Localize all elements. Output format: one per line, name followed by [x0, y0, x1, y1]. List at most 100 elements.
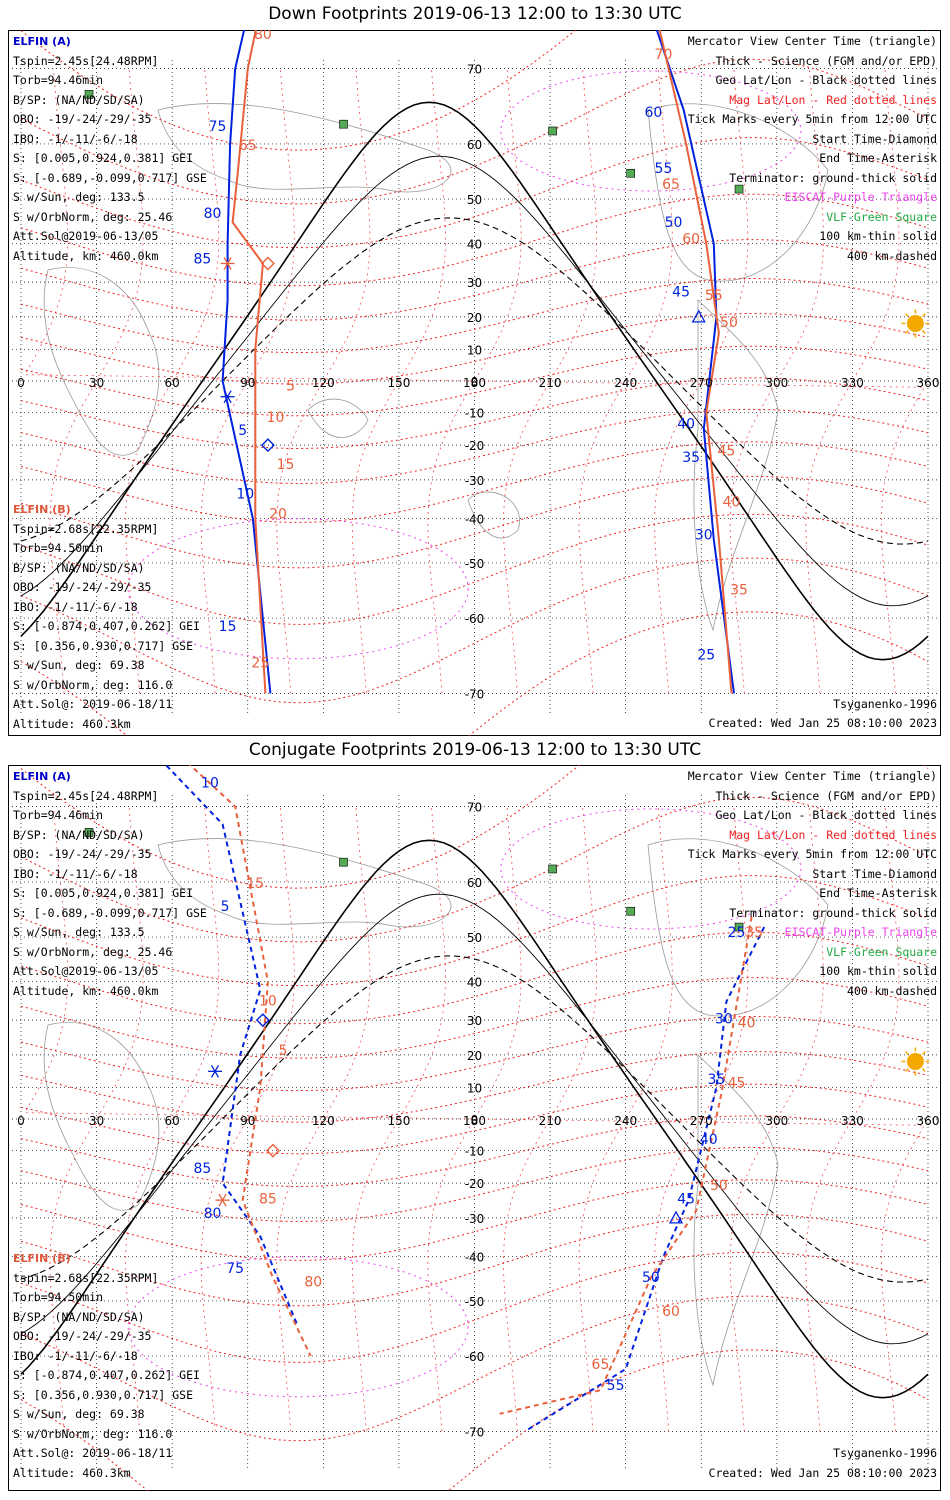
elfin-a-info-conjugate: ELFIN (A) Tspin=2.45s[24.48RPM] Torb=94.… [13, 767, 207, 1001]
elfin-a-header: ELFIN (A) [13, 770, 71, 783]
mag-lat-line [20, 377, 929, 450]
track-time-label: 10 [201, 775, 219, 791]
track-time-label: 65 [592, 1357, 610, 1373]
lon-tick-label: 180 [463, 376, 486, 390]
mag-lat-line [20, 875, 929, 987]
lat-tick-label: 10 [467, 343, 482, 357]
legend-item: 400 km-dashed [846, 248, 937, 263]
mag-lon-line [200, 68, 295, 694]
elfin-b-line: B/SP: (NA/ND/SD/SA) [13, 1309, 145, 1324]
mag-lat-line [20, 796, 929, 943]
elfin-a-line: S w/OrbNorm, deg: 25.46 [13, 944, 173, 959]
track-time-label: 10 [267, 410, 285, 426]
track-time-label: 40 [738, 1015, 756, 1031]
elfin-b-line: OBO: -19/-24/-29/-35 [13, 580, 152, 594]
elfin-b-track [499, 916, 753, 1415]
legend-item: 100 km-thin solid [819, 229, 937, 243]
sun-icon [906, 314, 924, 332]
lon-tick-label: 210 [539, 376, 562, 390]
track-time-label: 50 [720, 315, 738, 331]
mag-lon-line [49, 806, 144, 1432]
start-diamond-icon [255, 1013, 270, 1028]
elfin-b-line: B/SP: (NA/ND/SD/SA) [13, 560, 145, 575]
lat-tick-label: 30 [467, 1014, 482, 1028]
vlf-station-icon [84, 90, 94, 99]
mag-lat-line [20, 58, 929, 205]
elfin-b-line: S: [0.356,0.930,0.717] GSE [13, 1387, 194, 1402]
lat-tick-label: -40 [465, 1250, 485, 1264]
elfin-a-header: ELFIN (A) [13, 35, 71, 48]
lat-tick-label: -70 [465, 687, 485, 701]
lat-tick-label: -30 [465, 1212, 485, 1226]
lon-tick-label: 360 [917, 376, 940, 390]
track-time-label: 55 [705, 288, 723, 304]
track-time-label: 5 [286, 378, 295, 394]
track-time-label: 10 [236, 487, 254, 503]
lat-tick-label: -40 [465, 512, 485, 526]
track-time-label: 80 [204, 1206, 222, 1222]
terminator-400km [20, 217, 929, 545]
track-time-label: 70 [655, 47, 673, 63]
track-time-label: 45 [718, 443, 736, 459]
elfin-b-header: ELFIN (B) [13, 503, 71, 516]
end-asterisk-icon [223, 257, 232, 270]
track-time-label: 15 [277, 457, 295, 473]
lon-tick-label: 90 [240, 376, 255, 390]
track-time-label: 65 [662, 177, 680, 193]
elfin-b-info-down: ELFIN (B) Tspin=2.68s[22.35RPM] Torb=94.… [13, 500, 200, 734]
created-date-conjugate: Created: Wed Jan 25 08:10:00 2023 [708, 1466, 937, 1480]
elfin-b-line: Att.Sol@: 2019-06-18/11 [13, 1446, 173, 1460]
track-time-label: 45 [728, 1075, 746, 1091]
track-time-label: 55 [655, 161, 673, 177]
elfin-a-line: S: [-0.689,-0.099,0.717] GSE [13, 170, 207, 185]
elfin-b-line: S w/OrbNorm, deg: 116.0 [13, 1426, 173, 1441]
coastline [647, 838, 829, 1017]
mag-lat-line [20, 513, 929, 625]
track-time-label: 40 [677, 417, 695, 433]
mag-lat-line [20, 1146, 929, 1223]
terminator-ground [20, 101, 929, 661]
legend-item: Tick Marks every 5min from 12:00 UTC [687, 112, 937, 126]
start-diamond-icon [260, 438, 275, 453]
track-time-label: 85 [259, 1192, 277, 1208]
track-time-label: 15 [246, 876, 264, 892]
track-time-label: 30 [695, 528, 713, 544]
coastline [43, 267, 160, 456]
legend-item: Start Time-Diamond [812, 866, 937, 881]
elfin-b-line: S: [0.356,0.930,0.717] GSE [13, 638, 194, 653]
mag-lon-line [125, 806, 220, 1432]
track-time-label: 15 [219, 619, 237, 635]
elfin-b-line: Att.Sol@: 2019-06-18/11 [13, 697, 173, 711]
track-time-label: 20 [269, 506, 287, 522]
lat-tick-label: -50 [465, 1295, 485, 1309]
end-asterisk-icon [218, 1193, 227, 1207]
elfin-a-line: Att.Sol@2019-06-13/05 [13, 229, 159, 243]
track-time-label: 5 [279, 1043, 288, 1059]
coastline [647, 103, 829, 282]
vlf-station-icon [734, 922, 744, 932]
elfin-a-info-down: ELFIN (A) Tspin=2.45s[24.48RPM] Torb=94.… [13, 32, 207, 266]
legend-item: VLF-Green Square [826, 209, 937, 224]
track-time-label: 30 [715, 1012, 733, 1028]
lon-tick-label: 180 [463, 1114, 486, 1128]
sun-ray [904, 313, 909, 317]
mag-lon-line [578, 68, 673, 694]
mag-lat-line [20, 475, 929, 569]
mag-lon-line [351, 68, 447, 694]
coastline [43, 1022, 160, 1211]
mag-lon-line [805, 68, 900, 694]
lat-tick-label: 60 [467, 138, 482, 152]
lat-tick-label: 60 [467, 876, 482, 890]
lat-tick-label: -10 [465, 1145, 485, 1159]
mag-lat-line [20, 977, 929, 1059]
coastline [307, 398, 369, 438]
lat-tick-label: 40 [467, 238, 482, 252]
eiscat-ring [500, 70, 802, 192]
mag-lat-line [20, 611, 929, 736]
coastline [693, 299, 779, 632]
elfin-a-line: OBO: -19/-24/-29/-35 [13, 847, 152, 861]
elfin-a-line: OBO: -19/-24/-29/-35 [13, 112, 152, 126]
vlf-station-icon [734, 184, 744, 194]
vlf-station-icon [626, 168, 636, 178]
elfin-b-line: Torb=94.50min [13, 1290, 104, 1304]
